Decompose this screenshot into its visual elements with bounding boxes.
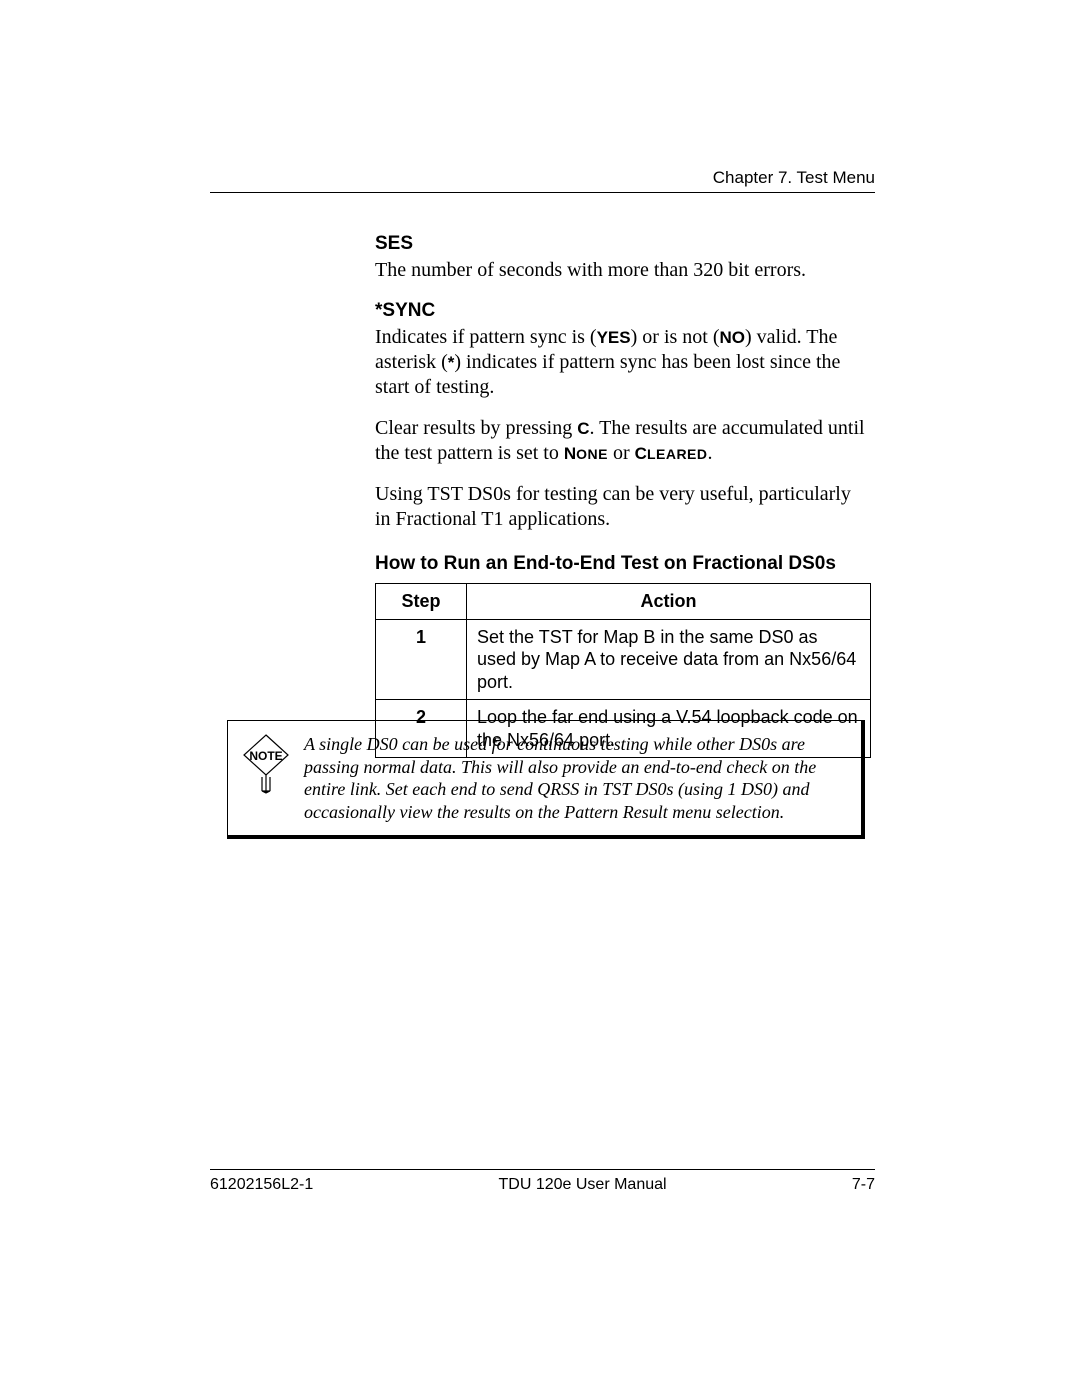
note-text: A single DS0 can be used for continuous …	[304, 733, 847, 823]
clear-none: NONE	[564, 444, 608, 463]
svg-text:NOTE: NOTE	[249, 749, 282, 763]
page-header: Chapter 7. Test Menu	[210, 168, 875, 193]
footer-right: 7-7	[852, 1176, 875, 1194]
sync-text-pre: Indicates if pattern sync is (	[375, 326, 597, 348]
th-action: Action	[467, 584, 871, 620]
note-icon: NOTE	[242, 733, 290, 797]
ses-heading: SES	[375, 232, 871, 256]
table-row: 1 Set the TST for Map B in the same DS0 …	[376, 619, 871, 700]
page: Chapter 7. Test Menu SES The number of s…	[0, 0, 1080, 1397]
main-content: SES The number of seconds with more than…	[375, 218, 871, 758]
clear-para: Clear results by pressing C. The results…	[375, 416, 871, 466]
tst-para: Using TST DS0s for testing can be very u…	[375, 482, 871, 532]
footer-center: TDU 120e User Manual	[499, 1176, 667, 1194]
note-box: NOTE A single DS0 can be used for contin…	[227, 720, 865, 839]
clear-cleared: CLEARED	[635, 444, 708, 463]
clear-none-small: ONE	[576, 446, 608, 462]
sync-body: Indicates if pattern sync is (YES) or is…	[375, 325, 871, 400]
note-inner: NOTE A single DS0 can be used for contin…	[242, 733, 847, 823]
page-footer: 61202156L2-1 TDU 120e User Manual 7-7	[210, 1169, 875, 1194]
ses-body: The number of seconds with more than 320…	[375, 258, 871, 283]
action-cell: Set the TST for Map B in the same DS0 as…	[467, 619, 871, 700]
clear-cleared-small: LEARED	[647, 446, 708, 462]
sync-heading: *SYNC	[375, 299, 871, 323]
table-header-row: Step Action	[376, 584, 871, 620]
th-step: Step	[376, 584, 467, 620]
clear-key: C	[577, 419, 589, 438]
clear-pre: Clear results by pressing	[375, 417, 577, 439]
sync-no: NO	[720, 328, 746, 347]
sync-yes: YES	[597, 328, 631, 347]
chapter-label: Chapter 7. Test Menu	[713, 168, 875, 187]
footer-left: 61202156L2-1	[210, 1176, 313, 1194]
step-cell: 1	[376, 619, 467, 700]
clear-post: .	[708, 442, 713, 464]
table-title: How to Run an End-to-End Test on Fractio…	[375, 552, 871, 576]
clear-or: or	[608, 442, 635, 464]
sync-text-mid1: ) or is not (	[631, 326, 720, 348]
